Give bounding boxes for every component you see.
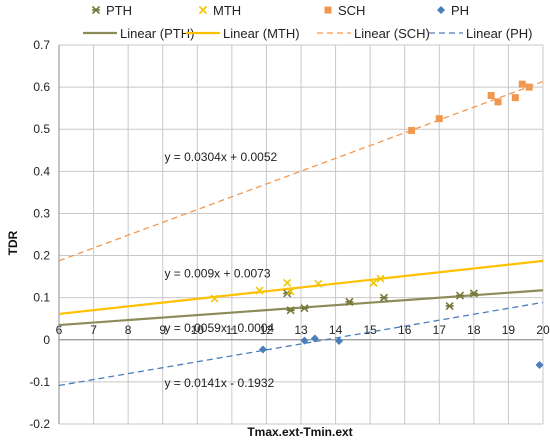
y-tick-label: -0.1 xyxy=(29,375,50,389)
data-point xyxy=(455,291,465,300)
data-point xyxy=(376,274,385,283)
legend-marker xyxy=(198,5,208,15)
trendline xyxy=(58,301,544,387)
x-tick-label: 20 xyxy=(536,323,550,337)
legend-marker xyxy=(91,5,101,15)
x-tick-label: 8 xyxy=(125,323,132,337)
y-tick-label: 0.6 xyxy=(33,80,50,94)
x-tick-label: 12 xyxy=(260,323,274,337)
data-point xyxy=(435,115,443,123)
y-tick-label: 0.2 xyxy=(33,249,50,263)
data-point xyxy=(286,287,295,296)
grid xyxy=(58,44,544,425)
legend-label: Linear (PH) xyxy=(466,26,532,41)
x-tick-label: 16 xyxy=(398,323,412,337)
trendline-equation: y = 0.009x + 0.0073 xyxy=(164,266,270,280)
data-point xyxy=(408,126,416,134)
data-point xyxy=(345,297,354,306)
legend-marker xyxy=(437,6,445,14)
data-point xyxy=(310,334,319,343)
x-axis-title: Tmax.ext-Tmin.ext xyxy=(247,425,352,439)
data-point xyxy=(335,337,344,346)
legend-label: PTH xyxy=(106,3,132,18)
y-tick-label: 0.5 xyxy=(33,122,50,136)
legend-label: Linear (PTH) xyxy=(120,26,194,41)
data-point xyxy=(210,294,219,303)
legend-label: SCH xyxy=(338,3,365,18)
data-point xyxy=(511,94,519,102)
trendline xyxy=(58,259,544,316)
trendline-equation: y = 0.0304x + 0.0052 xyxy=(164,150,277,164)
legend-label: MTH xyxy=(213,3,241,18)
data-point xyxy=(314,279,323,288)
trendline-equations: y = 0.0059x - 0.0004 y = 0.009x + 0.0073 y… xyxy=(164,150,277,390)
data-point xyxy=(379,293,389,302)
data-point xyxy=(258,345,267,354)
legend-marker xyxy=(324,6,332,14)
x-tick-label: 7 xyxy=(90,323,97,337)
x-tick-label: 15 xyxy=(363,323,377,337)
x-tick-label: 9 xyxy=(159,323,166,337)
x-tick-label: 14 xyxy=(329,323,343,337)
x-tick-label: 10 xyxy=(191,323,205,337)
legend-label: PH xyxy=(451,3,469,18)
axes: -0.2-0.100.10.20.30.40.50.60.76789101112… xyxy=(29,38,550,431)
x-tick-label: 19 xyxy=(502,323,516,337)
y-tick-label: 0 xyxy=(43,333,50,347)
data-point xyxy=(300,304,309,313)
y-axis-title: TDR xyxy=(6,230,20,255)
y-tick-label: 0.1 xyxy=(33,291,50,305)
trendline xyxy=(58,80,544,262)
data-point xyxy=(518,80,526,88)
y-tick-label: 0.7 xyxy=(33,38,50,52)
x-tick-label: 18 xyxy=(467,323,481,337)
data-point xyxy=(369,278,378,287)
data-point xyxy=(469,289,478,298)
x-tick-label: 17 xyxy=(433,323,447,337)
legend: PTH MTH SCH PH Linear (PTH) Linear (MTH) Linea… xyxy=(83,3,532,41)
data-point xyxy=(525,83,533,91)
y-tick-label: 0.3 xyxy=(33,206,50,220)
x-tick-label: 11 xyxy=(226,323,239,337)
data-point xyxy=(283,278,292,287)
legend-label: Linear (MTH) xyxy=(223,26,300,41)
data-point xyxy=(445,302,454,311)
data-point xyxy=(487,92,495,100)
data-point xyxy=(494,98,502,106)
data-points xyxy=(210,80,544,370)
x-tick-label: 13 xyxy=(294,323,308,337)
y-tick-label: 0.4 xyxy=(33,164,50,178)
y-tick-label: -0.2 xyxy=(29,417,50,431)
trendline-equation: y = 0.0059x - 0.0004 xyxy=(164,321,274,335)
data-point xyxy=(535,361,544,370)
trendline-equation: y = 0.0141x - 0.1932 xyxy=(164,376,274,390)
data-point xyxy=(300,336,309,345)
legend-label: Linear (SCH) xyxy=(354,26,430,41)
data-point xyxy=(255,286,264,295)
data-point xyxy=(286,306,295,315)
